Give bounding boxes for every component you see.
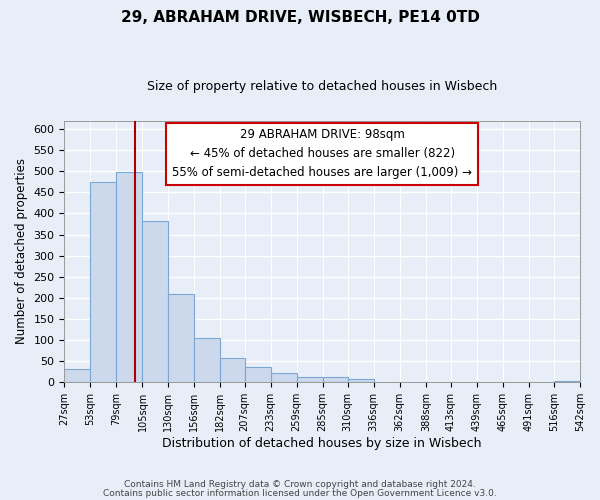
Text: Contains HM Land Registry data © Crown copyright and database right 2024.: Contains HM Land Registry data © Crown c…	[124, 480, 476, 489]
Bar	[271, 373, 296, 382]
Text: Contains public sector information licensed under the Open Government Licence v3: Contains public sector information licen…	[103, 488, 497, 498]
Bar	[554, 381, 580, 382]
Bar	[296, 378, 323, 382]
Y-axis label: Number of detached properties: Number of detached properties	[15, 158, 28, 344]
Bar	[167, 294, 194, 382]
Bar	[323, 378, 348, 382]
Bar	[245, 367, 271, 382]
Bar	[91, 182, 116, 382]
Bar	[142, 220, 167, 382]
Bar	[116, 172, 142, 382]
Bar	[64, 369, 91, 382]
Bar	[348, 379, 374, 382]
Bar	[194, 338, 220, 382]
Bar	[220, 358, 245, 382]
X-axis label: Distribution of detached houses by size in Wisbech: Distribution of detached houses by size …	[163, 437, 482, 450]
Text: 29, ABRAHAM DRIVE, WISBECH, PE14 0TD: 29, ABRAHAM DRIVE, WISBECH, PE14 0TD	[121, 10, 479, 25]
Title: Size of property relative to detached houses in Wisbech: Size of property relative to detached ho…	[147, 80, 497, 93]
Text: 29 ABRAHAM DRIVE: 98sqm
← 45% of detached houses are smaller (822)
55% of semi-d: 29 ABRAHAM DRIVE: 98sqm ← 45% of detache…	[172, 128, 472, 180]
